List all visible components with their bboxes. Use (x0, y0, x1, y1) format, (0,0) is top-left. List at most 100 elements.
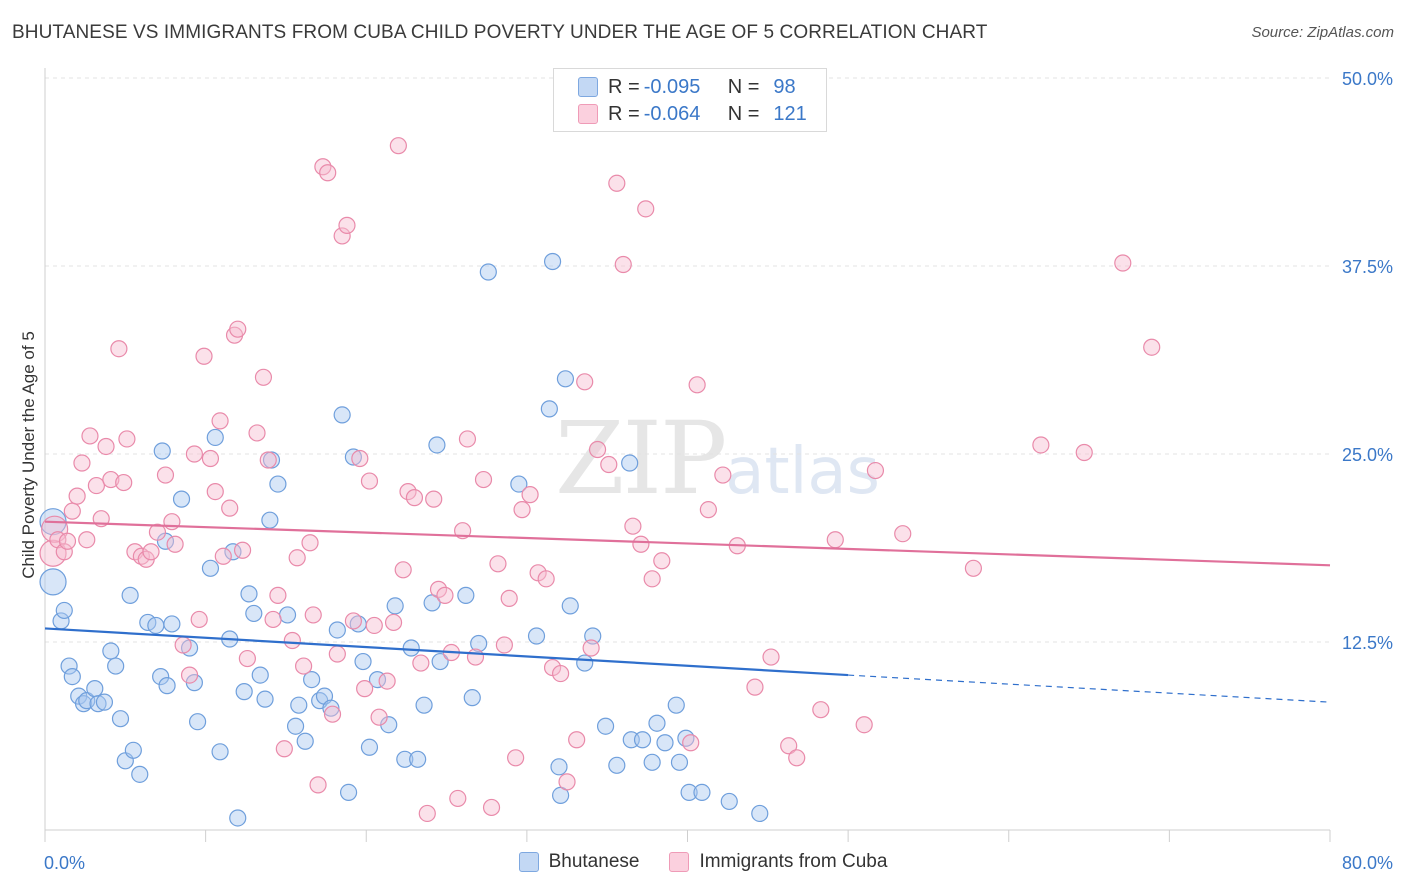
cuba-point (637, 200, 655, 218)
bhutanese-point (556, 370, 575, 388)
bhutanese-point (211, 743, 229, 761)
cuba-point (746, 678, 764, 696)
bhutanese-point (89, 695, 107, 713)
cuba-point (365, 616, 383, 635)
cuba-point (328, 645, 346, 663)
cuba-point (180, 666, 199, 684)
cuba-point (174, 636, 192, 654)
cuba-point (389, 137, 407, 155)
cuba-point (190, 610, 208, 629)
cuba-point (495, 636, 513, 654)
bhutanese-point (107, 657, 125, 675)
bhutanese-point (354, 652, 372, 671)
cuba-point (301, 534, 319, 552)
bhutanese-point (328, 621, 346, 639)
cuba-point (58, 532, 77, 550)
cuba-point (582, 639, 600, 657)
cuba-point (1143, 338, 1161, 356)
cuba-point (614, 255, 632, 274)
bhutanese-point (576, 654, 594, 672)
cuba-point (356, 680, 374, 698)
cuba-point (63, 502, 81, 520)
cuba-point (229, 320, 247, 338)
bhutanese-point (648, 714, 666, 732)
bhutanese-point (163, 615, 181, 633)
bhutanese-point (63, 667, 81, 686)
cuba-point (412, 654, 430, 672)
cuba-point (221, 499, 239, 517)
cuba-point (206, 483, 224, 501)
bhutanese-point (60, 657, 78, 675)
bhutanese-point (680, 783, 698, 802)
cuba-point (394, 561, 412, 579)
bhutanese-point (278, 606, 297, 624)
correlation-legend: R = -0.095 N = 98 R = -0.064 N = 121 (553, 68, 827, 132)
cuba-point (142, 543, 160, 561)
cuba-point (762, 648, 780, 666)
y-tick-label: 37.5% (1342, 257, 1393, 277)
cuba-point (233, 541, 252, 559)
cuba-point (780, 737, 798, 755)
cuba-point (304, 606, 322, 624)
y-tick-labels: 12.5% 25.0% 37.5% 50.0% (1342, 69, 1393, 653)
cuba-point (568, 731, 586, 749)
cuba-point (436, 586, 454, 604)
bhutanese-point (608, 756, 626, 774)
legend-swatch-blue (578, 77, 598, 97)
cuba-point (102, 470, 120, 489)
bhutanese-point (360, 738, 379, 756)
cuba-point (110, 340, 128, 358)
cuba-point (156, 466, 175, 484)
legend-n-value: 121 (773, 102, 807, 125)
cuba-point (507, 749, 525, 767)
cuba-point (97, 437, 115, 456)
bhutanese-point (78, 692, 96, 710)
legend-swatch-pink (578, 104, 598, 124)
cuba-point (118, 430, 136, 448)
x-tick-label-min: 0.0% (44, 853, 85, 873)
cuba-point (68, 487, 86, 505)
bhutanese-point (95, 693, 114, 711)
cuba-point (238, 649, 256, 668)
bhutanese-point (720, 792, 738, 811)
legend-swatch-pink (669, 852, 690, 872)
bhutanese-point (39, 568, 67, 596)
cuba-point (588, 440, 607, 459)
cuba-point (269, 586, 287, 604)
bhutanese-point (510, 475, 528, 493)
cuba-point (714, 466, 732, 484)
axes (44, 68, 1330, 831)
bhutanese-point (561, 597, 579, 615)
legend-n-label: N = (727, 102, 760, 125)
cuba-point (115, 473, 133, 492)
legend-r-value: -0.095 (643, 75, 701, 98)
bhutanese-point (409, 750, 427, 768)
bhutanese-point (235, 683, 253, 701)
bhutanese-point (290, 696, 308, 714)
legend-row-cuba: R = -0.064 N = 121 (578, 101, 807, 127)
series-legend: Bhutanese Immigrants from Cuba (0, 851, 1406, 873)
watermark-atlas: atlas (725, 435, 880, 509)
bhutanese-point (158, 677, 176, 695)
bhutanese-point (751, 804, 769, 823)
cuba-point (351, 449, 369, 468)
bhutanese-point (527, 627, 546, 645)
cuba-point (399, 483, 417, 501)
cuba-point (474, 470, 493, 489)
cuba-point (370, 708, 388, 726)
y-axis-label: Child Poverty Under the Age of 5 (19, 331, 38, 579)
cuba-point (309, 776, 327, 794)
x-ticks (44, 830, 1331, 842)
source-label: Source: ZipAtlas.com (1251, 24, 1394, 41)
cuba-point (338, 216, 356, 234)
bhutanese-point (621, 454, 639, 472)
y-tick-label: 12.5% (1342, 633, 1393, 653)
series-bhutanese (39, 252, 769, 827)
cuba-point (489, 555, 507, 573)
bhutanese-point (172, 490, 191, 508)
bhutanese-point (670, 753, 689, 771)
bhutanese-point (322, 699, 340, 717)
bhutanese-point (245, 604, 263, 623)
bhutanese-point (256, 690, 274, 708)
bhutanese-point (402, 639, 420, 657)
